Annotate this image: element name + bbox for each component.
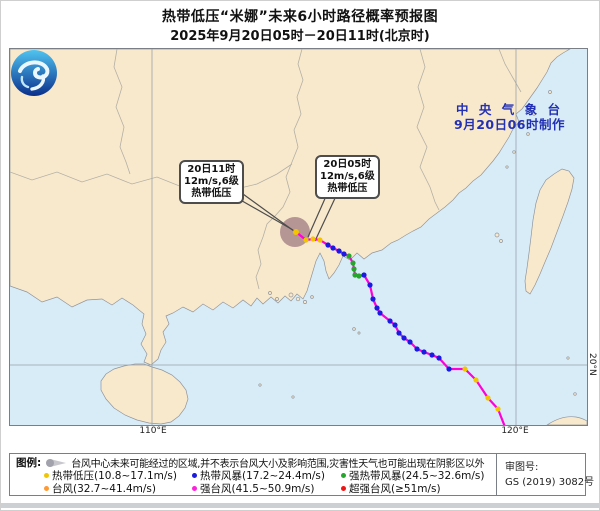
agency-block: 中 央 气 象 台 9月20日06时制作: [454, 102, 565, 132]
probability-cone-icon: [46, 458, 67, 467]
map-canvas: [10, 49, 587, 425]
luzon-corner: [546, 416, 587, 425]
taiwan-island: [524, 168, 575, 295]
legend-item: 热带低压(10.8~17.1m/s): [44, 468, 192, 483]
track-point: [462, 366, 468, 372]
legend-divider: [496, 454, 497, 495]
legend-item-label: 超强台风(≥51m/s): [349, 483, 441, 495]
license-label: 审图号:: [505, 462, 539, 473]
track-point: [341, 251, 347, 257]
typhoon-dot-icon: [44, 486, 49, 491]
legend-title: 图例:: [16, 457, 42, 469]
page-title: 热带低压“米娜”未来6小时路径概率预报图: [161, 9, 439, 25]
cma-logo: [11, 50, 57, 96]
graticule: [10, 49, 587, 425]
track-point: [361, 272, 367, 278]
page-subtitle: 2025年9月20日05时－20日11时(北京时): [170, 29, 430, 44]
track-point: [401, 335, 407, 341]
track-point: [351, 266, 357, 272]
lon-label-110e: 110°E: [139, 426, 167, 436]
lon-label-120e: 120°E: [501, 426, 529, 436]
track-point: [429, 352, 435, 358]
callout-time: 20日11时: [187, 164, 236, 175]
track-point: [436, 355, 442, 361]
legend-item-label: 热带风暴(17.2~24.4m/s): [200, 470, 325, 482]
sts-dot-icon: [341, 473, 346, 478]
track-point: [387, 318, 393, 324]
map-area: 中 央 气 象 台 9月20日06时制作 20日11时 12m/s,6级 热带低…: [9, 48, 588, 426]
agency-name: 中 央 气 象 台: [456, 102, 563, 117]
callout-time: 20日05时: [323, 159, 372, 170]
track-point: [374, 305, 380, 311]
track-layer: [293, 229, 506, 425]
callout-category: 热带低压: [327, 183, 368, 194]
map-license: 审图号: GS (2019) 3082号: [497, 454, 595, 495]
track-point: [336, 248, 342, 254]
license-number: GS (2019) 3082号: [505, 477, 595, 488]
super-typhoon-dot-icon: [341, 486, 346, 491]
track-point: [485, 395, 491, 401]
landmass-layer: [10, 49, 587, 425]
province-boundaries: [10, 49, 522, 290]
track-point: [310, 236, 316, 242]
track-point: [370, 296, 376, 302]
mainland-coastline: [10, 49, 571, 366]
track-point: [392, 322, 398, 328]
track-point: [446, 366, 452, 372]
legend-item: 热带风暴(17.2~24.4m/s): [192, 468, 341, 483]
small-islands: [258, 90, 577, 399]
legend-item: 台风(32.7~41.4m/s): [44, 481, 192, 495]
track-point: [396, 330, 402, 336]
track-point: [367, 282, 373, 288]
legend-item: 超强台风(≥51m/s): [341, 481, 441, 495]
callout-forecast-20d11h: 20日11时 12m/s,6级 热带低压: [179, 160, 244, 204]
track-point: [330, 245, 336, 251]
bottom-strip: [1, 503, 599, 508]
legend-box: 图例: 台风中心未来可能经过的区域,并不表示台风大小及影响范围,灾害性天气也可能…: [9, 453, 595, 496]
legend-item: 强热带风暴(24.5~32.6m/s): [341, 468, 485, 483]
track-point: [495, 406, 501, 412]
callout-current-20d05h: 20日05时 12m/s,6级 热带低压: [315, 155, 380, 199]
legend-item: 强台风(41.5~50.9m/s): [192, 481, 341, 495]
ts-dot-icon: [192, 473, 197, 478]
track-point: [350, 260, 356, 266]
callout-category: 热带低压: [191, 188, 232, 199]
td-dot-icon: [44, 473, 49, 478]
agency-issue-time: 9月20日06时制作: [454, 117, 565, 132]
callout-wind: 12m/s,6级: [184, 176, 239, 187]
legend-note: 台风中心未来可能经过的区域,并不表示台风大小及影响范围,灾害性天气也可能出现在阴…: [71, 459, 485, 470]
track-point: [303, 237, 309, 243]
track-point: [473, 377, 479, 383]
track-point: [377, 310, 383, 316]
track-point: [356, 273, 362, 279]
legend-item-label: 强热带风暴(24.5~32.6m/s): [349, 470, 485, 482]
track-point: [414, 346, 420, 352]
callout-wind: 12m/s,6级: [320, 171, 375, 182]
track-point: [346, 253, 352, 259]
legend-item-label: 台风(32.7~41.4m/s): [52, 483, 156, 495]
legend-item-label: 热带低压(10.8~17.1m/s): [52, 470, 177, 482]
track-point: [293, 229, 299, 235]
severe-typhoon-dot-icon: [192, 486, 197, 491]
legend-content: 图例: 台风中心未来可能经过的区域,并不表示台风大小及影响范围,灾害性天气也可能…: [10, 454, 497, 495]
track-point: [421, 349, 427, 355]
legend-item-label: 强台风(41.5~50.9m/s): [200, 483, 315, 495]
track-point: [317, 237, 323, 243]
lat-label-20n: 20°N: [587, 353, 597, 376]
track-point: [407, 339, 413, 345]
track-point: [325, 242, 331, 248]
hainan-island: [100, 363, 189, 425]
track-point: [352, 272, 358, 278]
